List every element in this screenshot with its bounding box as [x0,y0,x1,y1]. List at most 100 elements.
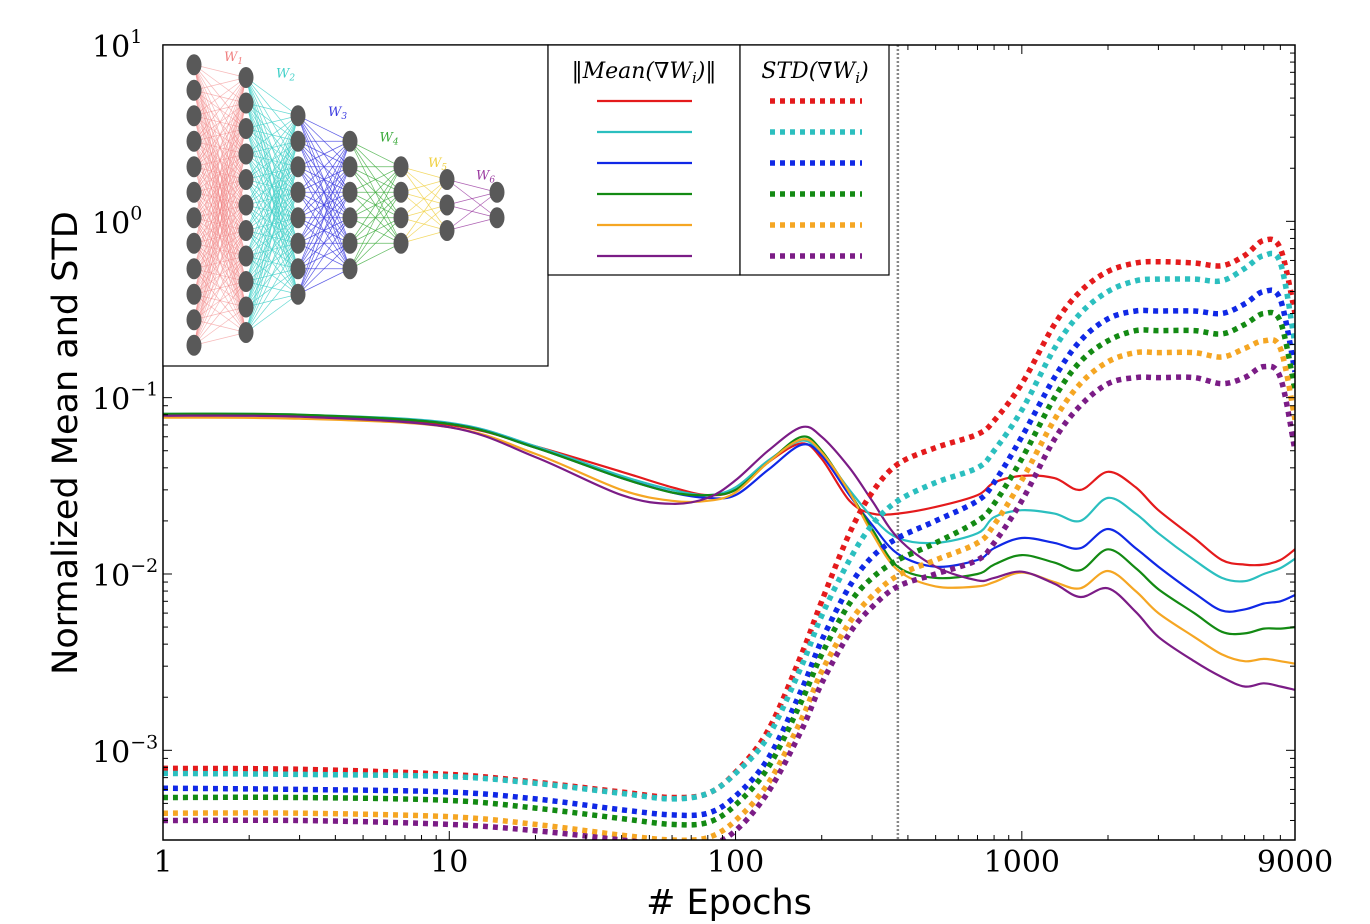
network-inset: W1 W2 W3 W4 W5 W6 [162,44,549,367]
network-nodes [186,54,505,356]
network-edge [297,115,351,142]
network-node [186,54,202,76]
y-tick-base: 10 [92,735,130,770]
network-node [186,334,202,356]
legend-header-std: STD(∇Wi) [761,59,868,87]
network-node [489,181,505,203]
network-edge [245,141,299,333]
network-edge [245,293,299,333]
network-edge [446,179,498,193]
network-edge [349,166,402,193]
network-node [489,207,505,229]
network-node [238,322,254,343]
y-tick-base: 10 [92,30,130,65]
network-node [186,79,202,101]
network-edge [193,179,247,346]
mean-line-w6 [163,414,1295,691]
network-edge [193,77,247,218]
network-edge [245,115,299,257]
x-axis-title: # Epochs [646,883,812,923]
network-edge [297,166,351,295]
y-tick-label: 10−1 [92,379,158,418]
inset-frame [162,44,549,367]
y-tick-exponent: −2 [130,555,158,577]
network-edge [400,204,448,244]
network-node [238,245,254,267]
weight-label: W4 [380,130,399,147]
network-edge [400,179,448,219]
network-node [238,118,254,139]
network-edge [400,179,448,193]
std-line-w4 [163,309,1295,828]
network-edge [193,306,247,346]
legend: ‖Mean(∇Wi)‖ STD(∇Wi) [547,44,890,276]
network-node [393,181,409,203]
network-node [342,207,358,229]
network-edge [297,141,351,269]
network-node [290,207,306,229]
network-edges [193,64,498,346]
x-tick-label: 10 [430,845,468,880]
network-edge [193,255,247,346]
network-node [186,258,202,280]
network-edge [349,140,402,168]
network-node [186,309,202,331]
x-tick-label: 1000 [984,845,1060,880]
std-line-w5 [163,336,1295,840]
y-tick-base: 10 [92,383,130,418]
network-node [186,105,202,127]
network-edge [297,243,351,295]
weight-label: W3 [328,105,347,122]
x-tick-label: 100 [707,845,764,880]
network-node [186,232,202,254]
network-edge [297,192,351,295]
network-node [186,283,202,305]
network-edge [446,217,498,231]
network-node [238,220,254,241]
y-tick-base: 10 [92,206,130,241]
network-node [186,156,202,178]
network-edge [400,166,448,180]
weight-label: W2 [276,67,295,84]
y-tick-label: 101 [92,26,142,65]
network-edge [349,166,402,218]
network-edge [245,115,299,308]
network-node [439,169,455,190]
std-line-w3 [163,287,1295,819]
network-node [186,207,202,229]
legend-mean-box [547,44,741,276]
network-node [393,232,409,254]
y-tick-label: 100 [92,202,142,241]
network-node [393,207,409,229]
y-tick-exponent: −1 [130,379,158,401]
network-edge [245,217,299,333]
network-edge [245,102,299,117]
x-tick-label: 9000 [1257,845,1333,880]
network-node [238,92,254,114]
network-edge [193,204,247,346]
network-edge [193,153,247,346]
network-node [238,194,254,216]
network-node [342,232,358,254]
network-node [238,169,254,190]
network-edge [245,77,299,117]
network-edge [245,166,299,333]
network-edge [245,268,299,333]
weight-label: W5 [428,156,447,173]
network-edge [245,243,299,333]
network-edge [349,192,402,269]
network-edge [193,77,247,346]
network-node [238,296,254,318]
network-node [290,105,306,127]
network-edge [297,268,351,295]
network-edge [297,140,351,168]
network-edge [297,141,351,218]
network-node [342,258,358,280]
network-node [439,220,455,241]
legend-std-box [739,44,890,276]
network-edge [193,77,247,167]
legend-header-mean: ‖Mean(∇Wi)‖ [572,59,717,87]
network-edge [245,115,299,129]
network-edge [349,242,402,270]
network-node [238,67,254,88]
